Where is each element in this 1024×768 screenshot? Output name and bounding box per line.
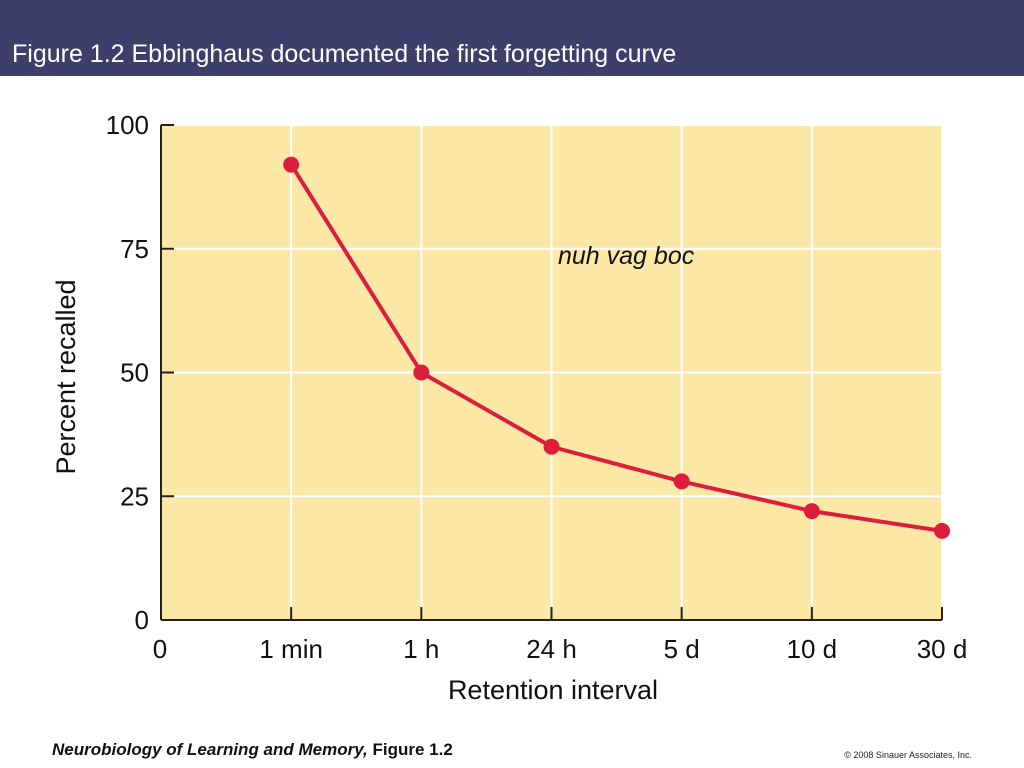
x-tick-label: 1 h <box>403 634 439 664</box>
curve-annotation: nuh vag boc <box>558 242 695 270</box>
data-point <box>803 503 820 520</box>
data-point <box>934 522 950 539</box>
series-line <box>289 163 943 533</box>
x-axis-label: Retention interval <box>448 675 658 705</box>
y-tick-label: 0 <box>135 605 149 635</box>
y-axis-label: Percent recalled <box>51 279 81 474</box>
ticks: 0 25 50 75 100 0 1 min 1 h 24 h 5 d 10 d 30 d <box>106 110 968 664</box>
x-tick-label: 0 <box>153 634 167 664</box>
book-title: Neurobiology of Learning and Memory, <box>52 740 368 759</box>
x-tick-label: 24 h <box>526 634 577 664</box>
y-tick-label: 25 <box>120 481 149 511</box>
series-layer <box>283 156 950 539</box>
x-tick-label: 5 d <box>664 634 700 664</box>
x-tick-label: 1 min <box>259 634 323 664</box>
figure-reference: Figure 1.2 <box>367 740 453 759</box>
data-point <box>413 364 430 381</box>
data-point <box>283 156 300 173</box>
book-citation: Neurobiology of Learning and Memory, Fig… <box>52 740 453 760</box>
gridlines <box>161 124 943 620</box>
x-tick-label: 30 d <box>917 634 968 664</box>
y-tick-label: 50 <box>120 358 149 388</box>
x-tick-label: 10 d <box>787 634 838 664</box>
data-point <box>543 438 560 455</box>
y-tick-label: 75 <box>120 234 149 264</box>
data-point <box>673 473 690 490</box>
copyright-notice: © 2008 Sinauer Associates, Inc. <box>844 750 972 760</box>
y-tick-label: 100 <box>106 110 149 140</box>
title-bar: Figure 1.2 Ebbinghaus documented the fir… <box>0 0 1024 76</box>
page-title: Figure 1.2 Ebbinghaus documented the fir… <box>12 40 677 68</box>
